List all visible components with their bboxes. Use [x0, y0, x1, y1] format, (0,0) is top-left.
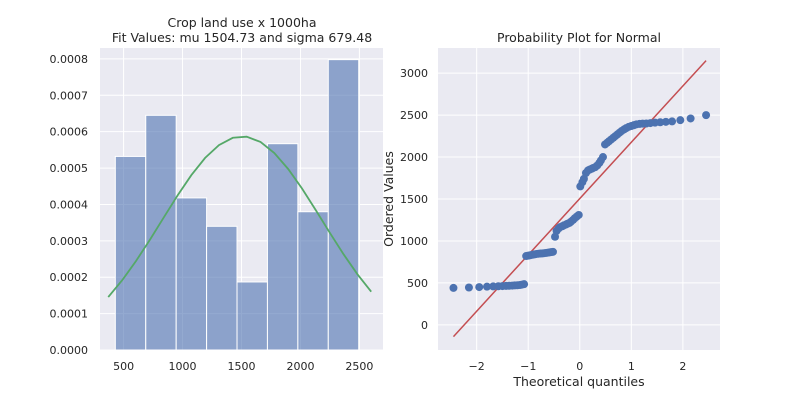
probability-y-axis-label: Ordered Values: [381, 151, 396, 247]
histogram-chart: 500 1000 1500 2000 2500 0.00000.00010.00020.…: [50, 15, 383, 373]
probability-point-28: [548, 247, 557, 256]
histogram-title-line2: Fit Values: mu 1504.73 and sigma 679.48: [112, 30, 372, 45]
histogram-bar-5: [266, 143, 299, 351]
probability-x-tick-label-4: 2: [679, 360, 686, 373]
probability-points: [449, 111, 711, 292]
probability-x-tick-label-2: 0: [576, 360, 583, 373]
probability-point-81: [702, 111, 711, 120]
probability-y-tick-label-2: 1000: [400, 235, 428, 248]
probability-y-tick-label-0: 0: [421, 319, 428, 332]
histogram-x-tick-label-1: 1000: [169, 360, 197, 373]
histogram-y-tick-label-6: 0.0006: [50, 126, 89, 139]
histogram-x-tick-label-0: 500: [113, 360, 134, 373]
probability-x-axis-label: Theoretical quantiles: [512, 374, 644, 389]
histogram-y-tick-label-3: 0.0003: [50, 235, 89, 248]
histogram-x-tick-label-2: 1500: [228, 360, 256, 373]
histogram-bar-7: [327, 59, 360, 351]
probability-point-79: [676, 116, 685, 125]
histogram-x-ticks: 500 1000 1500 2000 2500: [113, 360, 373, 373]
probability-point-3: [482, 282, 491, 291]
probability-point-42: [574, 210, 583, 219]
probability-x-tick-label-3: 1: [628, 360, 635, 373]
probability-x-tick-label-1: −1: [520, 360, 536, 373]
probability-point-78: [668, 117, 677, 126]
probability-title: Probability Plot for Normal: [497, 30, 661, 45]
probability-point-77: [661, 117, 670, 126]
histogram-bar-4: [236, 281, 268, 351]
histogram-y-tick-label-8: 0.0008: [50, 53, 89, 66]
probability-plot-chart: −2 −1 0 1 2 0 500 1000 1500 2000 2500 3000 Probabi…: [381, 30, 720, 389]
histogram-y-tick-label-7: 0.0007: [50, 89, 89, 102]
probability-fit-line-group: [452, 60, 707, 338]
histogram-x-tick-label-3: 2000: [286, 360, 314, 373]
probability-y-tick-label-4: 2000: [400, 151, 428, 164]
probability-point-2: [475, 283, 484, 292]
probability-point-80: [686, 114, 695, 123]
histogram-x-tick-label-4: 2500: [345, 360, 373, 373]
histogram-bars: [114, 59, 360, 351]
probability-fit-line: [452, 60, 707, 338]
probability-x-tick-label-0: −2: [469, 360, 485, 373]
probability-point-14: [520, 280, 529, 289]
probability-y-tick-label-5: 2500: [400, 109, 428, 122]
histogram-bar-1: [145, 114, 177, 351]
histogram-y-tick-label-2: 0.0002: [50, 271, 89, 284]
probability-y-tick-label-1: 500: [407, 277, 428, 290]
histogram-y-tick-label-0: 0.0000: [50, 344, 89, 357]
histogram-y-tick-label-1: 0.0001: [50, 308, 89, 321]
normal-fit-curve-group: [107, 135, 372, 298]
probability-y-tick-label-6: 3000: [400, 67, 428, 80]
histogram-title-line1: Crop land use x 1000ha: [168, 15, 317, 30]
probability-point-55: [598, 153, 607, 162]
histogram-bar-3: [206, 225, 238, 351]
histogram-y-tick-label-5: 0.0005: [50, 162, 89, 175]
probability-point-0: [449, 283, 458, 292]
probability-y-tick-label-3: 1500: [400, 193, 428, 206]
histogram-y-ticks: 0.0000 0.0001 0.0002 0.0003 0.0004 0.0005 0.00…: [50, 53, 89, 357]
probability-y-ticks: 0 500 1000 1500 2000 2500 3000: [400, 67, 428, 332]
probability-point-1: [464, 283, 473, 292]
normal-fit-curve: [107, 135, 372, 298]
histogram-y-tick-label-4: 0.0004: [50, 198, 89, 211]
histogram-bar-2: [175, 197, 208, 351]
probability-x-ticks: −2 −1 0 1 2: [469, 360, 687, 373]
histogram-bar-6: [297, 211, 329, 351]
